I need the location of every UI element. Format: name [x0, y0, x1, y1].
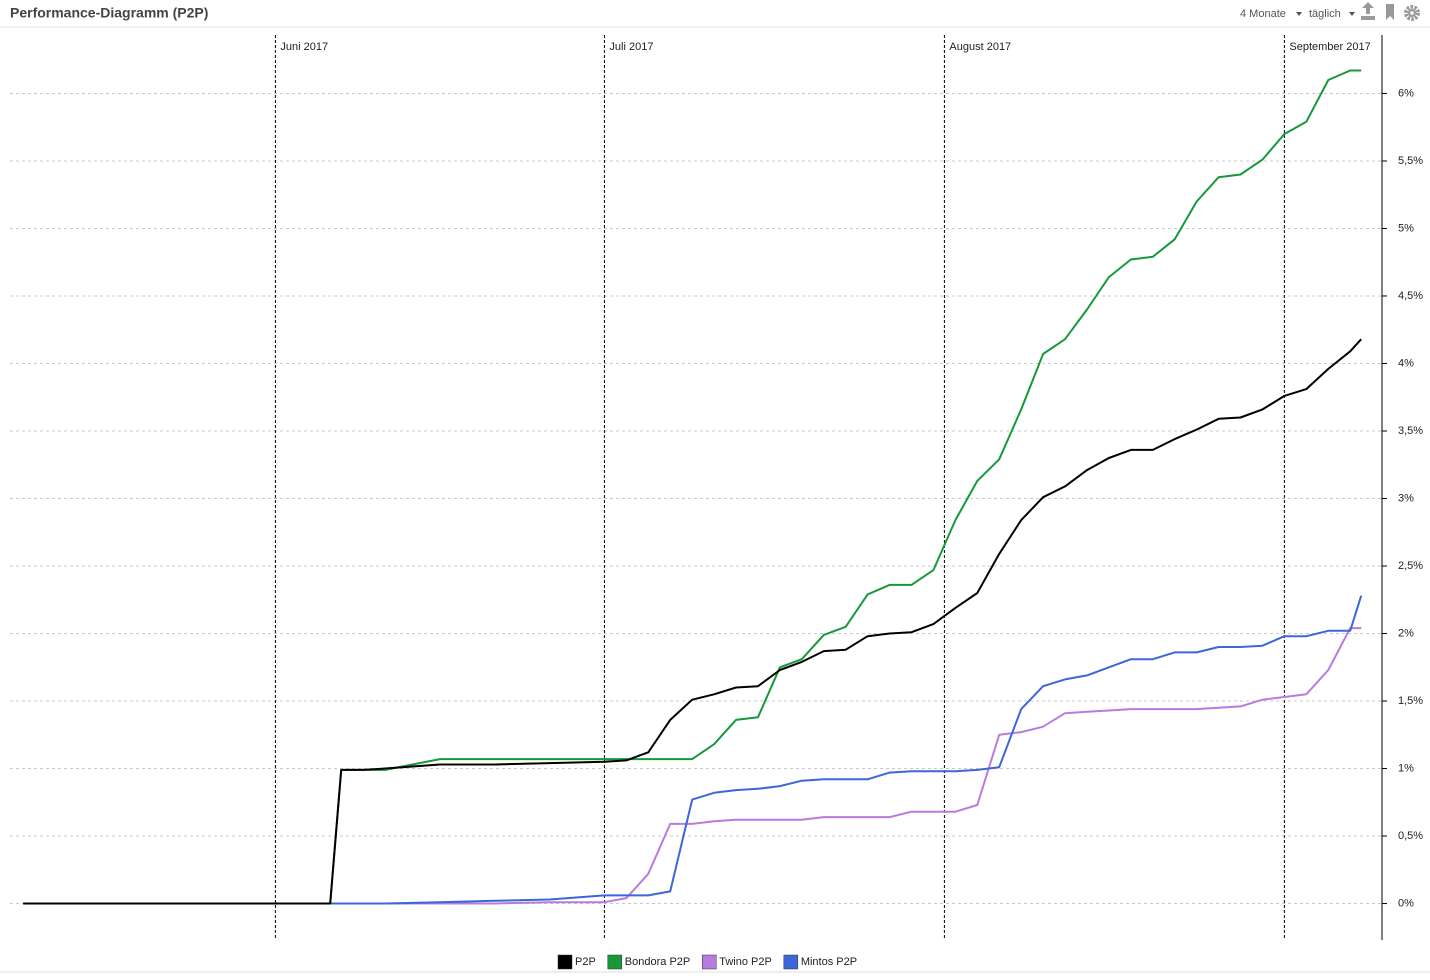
y-tick-label: 3% — [1398, 492, 1414, 504]
legend-label: Mintos P2P — [801, 956, 857, 968]
dropdown-arrow — [1349, 12, 1355, 16]
x-tick-label: Juli 2017 — [609, 41, 653, 53]
y-tick-label: 4% — [1398, 357, 1414, 369]
series-line — [23, 338, 1362, 905]
y-tick-label: 0% — [1398, 897, 1414, 909]
interval-select[interactable]: täglich — [1309, 8, 1341, 20]
dropdown-arrow — [1296, 12, 1302, 16]
y-tick-label: 2% — [1398, 627, 1414, 639]
series-line — [23, 627, 1362, 905]
chart-title: Performance-Diagramm (P2P) — [10, 5, 208, 21]
legend-swatch — [607, 954, 623, 970]
legend-label: Bondora P2P — [625, 956, 690, 968]
bookmark-icon[interactable] — [1386, 4, 1394, 20]
y-tick-label: 1,5% — [1398, 695, 1423, 707]
period-select[interactable]: 4 Monate — [1240, 8, 1286, 20]
x-tick-label: September 2017 — [1289, 41, 1370, 53]
y-tick-label: 0,5% — [1398, 830, 1423, 842]
legend-swatch — [557, 954, 573, 970]
series-line — [23, 69, 1362, 905]
y-tick-label: 5% — [1398, 222, 1414, 234]
y-tick-label: 2,5% — [1398, 560, 1423, 572]
y-tick-label: 1% — [1398, 762, 1414, 774]
series-line — [23, 595, 1363, 905]
y-tick-label: 4,5% — [1398, 290, 1423, 302]
x-tick-label: August 2017 — [949, 41, 1011, 53]
legend-swatch — [783, 954, 799, 970]
y-tick-label: 5,5% — [1398, 155, 1423, 167]
x-tick-label: Juni 2017 — [280, 41, 328, 53]
legend-swatch — [701, 954, 717, 970]
y-tick-label: 3,5% — [1398, 425, 1423, 437]
legend-label: Twino P2P — [719, 956, 772, 968]
export-icon[interactable] — [1361, 2, 1375, 20]
settings-icon[interactable] — [1404, 5, 1420, 21]
legend-label: P2P — [575, 956, 596, 968]
y-tick-label: 6% — [1398, 87, 1414, 99]
